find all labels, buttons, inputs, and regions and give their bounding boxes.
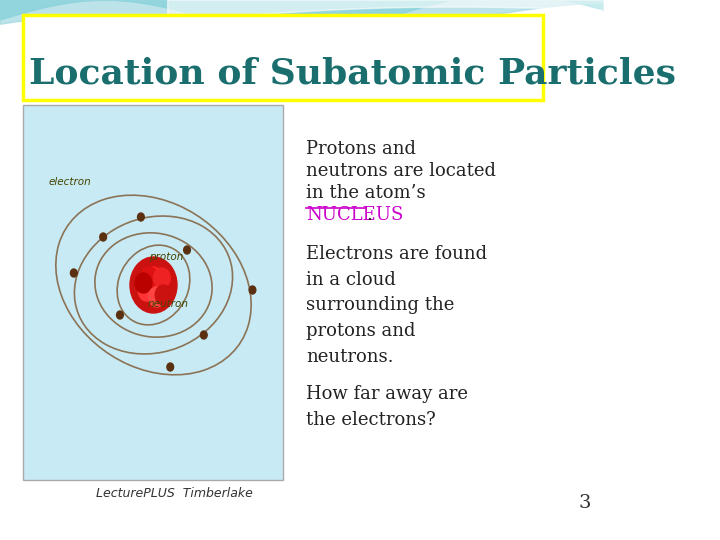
FancyBboxPatch shape	[24, 105, 284, 480]
Circle shape	[138, 213, 144, 221]
Circle shape	[135, 273, 152, 293]
Text: Protons and: Protons and	[306, 140, 416, 158]
Text: Location of Subatomic Particles: Location of Subatomic Particles	[30, 56, 676, 90]
Circle shape	[141, 267, 158, 287]
Circle shape	[156, 285, 172, 305]
Text: How far away are
the electrons?: How far away are the electrons?	[306, 385, 468, 429]
Text: in the atom’s: in the atom’s	[306, 184, 426, 202]
Polygon shape	[0, 0, 604, 33]
Polygon shape	[168, 0, 604, 22]
Text: neutron: neutron	[148, 299, 189, 309]
Circle shape	[152, 279, 168, 299]
Circle shape	[148, 287, 165, 307]
Circle shape	[200, 331, 207, 339]
FancyBboxPatch shape	[24, 15, 544, 100]
Circle shape	[138, 281, 156, 301]
Circle shape	[153, 268, 170, 288]
Circle shape	[145, 267, 162, 287]
Text: Electrons are found
in a cloud
surrounding the
protons and
neutrons.: Electrons are found in a cloud surroundi…	[306, 245, 487, 366]
Text: LecturePLUS  Timberlake: LecturePLUS Timberlake	[96, 487, 253, 500]
Circle shape	[249, 286, 256, 294]
Polygon shape	[0, 0, 604, 33]
Text: electron: electron	[48, 177, 91, 187]
Circle shape	[71, 269, 77, 277]
Circle shape	[184, 246, 190, 254]
Text: NUCLEUS: NUCLEUS	[306, 206, 403, 224]
Circle shape	[130, 257, 177, 313]
Text: neutrons are located: neutrons are located	[306, 162, 496, 180]
Text: 3: 3	[579, 494, 591, 512]
Circle shape	[117, 311, 123, 319]
Circle shape	[100, 233, 107, 241]
Text: proton: proton	[149, 252, 184, 262]
Text: .: .	[366, 206, 372, 224]
Circle shape	[167, 363, 174, 371]
